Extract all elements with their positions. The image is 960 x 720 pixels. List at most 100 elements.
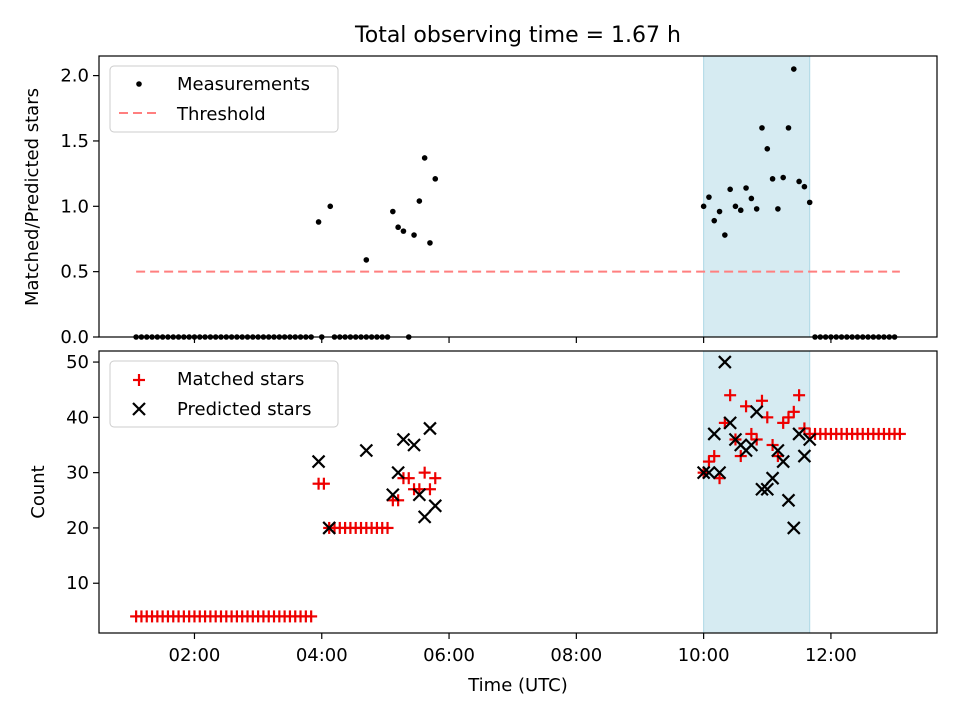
matched-star-marker: [793, 389, 806, 402]
measurement-point: [727, 186, 733, 193]
y-tick-label: 0.5: [60, 262, 89, 283]
predicted-star-marker: [749, 405, 764, 419]
predicted-star-marker: [428, 499, 443, 513]
measurement-point: [411, 232, 417, 238]
measurement-point: [769, 176, 776, 182]
matched-star-marker: [777, 416, 790, 429]
measurement-point: [759, 125, 765, 131]
measurement-point: [700, 203, 707, 210]
count-plot-frame: [98, 350, 938, 634]
predicted-star-marker: [696, 465, 711, 480]
chart-title: Total observing time = 1.67 h: [354, 23, 681, 48]
predicted-star-marker: [797, 449, 812, 463]
measurement-point: [775, 206, 781, 212]
count-y-axis-label: Count: [28, 465, 49, 518]
ratio-panel: 0.00.51.01.52.0 Matched/Predicted stars …: [22, 55, 938, 348]
legend-matched-label: Matched stars: [177, 369, 304, 390]
predicted-star-marker: [423, 421, 437, 436]
measurement-point: [780, 174, 786, 181]
measurement-point: [806, 199, 813, 206]
y-tick-label: 10: [66, 573, 89, 594]
measurement-point: [706, 194, 712, 200]
measurement-point: [427, 240, 433, 246]
predicted-star-marker: [802, 432, 817, 447]
x-tick-label: 10:00: [678, 645, 730, 666]
x-tick-label: 08:00: [550, 645, 602, 666]
measurement-point: [432, 176, 439, 182]
predicted-star-marker: [771, 443, 785, 458]
matched-star-marker: [724, 389, 737, 402]
matched-star-marker: [381, 521, 394, 534]
predicted-star-marker: [792, 427, 806, 441]
count-panel: 10 20 30 40 50 02:00 04:00 06:00 08:00 10:00 12:0…: [28, 350, 938, 666]
legend-threshold-label: Threshold: [176, 104, 266, 125]
x-tick-label: 12:00: [805, 645, 857, 666]
matched-star-marker: [305, 610, 318, 623]
measurement-point: [732, 203, 739, 210]
y-tick-label: 2.0: [60, 66, 89, 87]
count-legend: Matched stars Predicted stars: [109, 360, 339, 428]
measurement-point: [390, 208, 396, 215]
ratio-highlight-window: [703, 55, 811, 338]
ratio-legend-box: [109, 65, 339, 133]
x-tick-label: 06:00: [423, 645, 475, 666]
predicted-star-marker: [407, 438, 421, 452]
matched-star-marker: [418, 466, 431, 479]
measurement-point: [748, 195, 755, 202]
measurement-point: [416, 198, 423, 204]
y-tick-label: 30: [66, 463, 89, 484]
matched-star-marker: [782, 411, 795, 424]
matched-star-marker: [708, 450, 721, 463]
y-tick-label: 1.5: [60, 131, 89, 152]
matched-star-marker: [402, 472, 415, 485]
legend-predicted-marker: [132, 402, 146, 416]
legend-matched-marker: [133, 374, 145, 386]
predicted-star-marker: [744, 438, 759, 452]
matched-star-marker: [740, 400, 753, 413]
ratio-legend: Measurements Threshold: [109, 65, 339, 133]
matched-star-marker: [745, 427, 758, 440]
predicted-star-marker: [417, 510, 432, 524]
predicted-star-marker: [712, 465, 727, 480]
matched-star-marker: [317, 477, 330, 490]
predicted-star-marker: [359, 443, 374, 458]
measurement-point: [315, 219, 322, 225]
measurement-point: [400, 228, 407, 234]
predicted-star-marker: [322, 521, 336, 535]
matched-star-marker: [787, 405, 800, 418]
y-tick-label: 50: [66, 352, 89, 373]
measurement-point: [395, 224, 401, 231]
predicted-star-marker: [396, 432, 411, 447]
ratio-y-axis-label: Matched/Predicted stars: [22, 88, 43, 306]
measurement-point: [743, 185, 749, 191]
legend-measurements-label: Measurements: [177, 74, 310, 95]
measurement-point: [363, 257, 370, 263]
legend-measurements-marker: [136, 81, 142, 87]
predicted-star-marker: [765, 471, 780, 485]
measurement-point: [785, 125, 792, 131]
measurement-point: [716, 208, 723, 215]
predicted-star-marker: [412, 487, 427, 502]
measurement-point: [764, 145, 771, 152]
count-highlight-window: [703, 350, 811, 634]
measurement-point: [796, 178, 802, 185]
predicted-star-marker: [391, 465, 405, 480]
predicted-star-marker: [702, 465, 716, 480]
y-tick-label: 40: [66, 407, 89, 428]
measurement-point: [711, 217, 718, 224]
measurement-point: [801, 183, 808, 190]
predicted-star-marker: [718, 355, 732, 369]
legend-predicted-label: Predicted stars: [177, 399, 311, 420]
measurement-point: [421, 155, 428, 161]
predicted-star-marker: [760, 482, 775, 497]
measurement-point: [753, 206, 760, 212]
matched-star-marker: [429, 472, 442, 485]
x-tick-label: 02:00: [169, 645, 221, 666]
measurement-point: [737, 207, 744, 214]
x-tick-label: 04:00: [296, 645, 348, 666]
y-tick-label: 1.0: [60, 196, 89, 217]
y-tick-label: 20: [66, 518, 89, 539]
matched-star-marker: [761, 411, 774, 424]
predicted-star-marker: [311, 454, 326, 469]
